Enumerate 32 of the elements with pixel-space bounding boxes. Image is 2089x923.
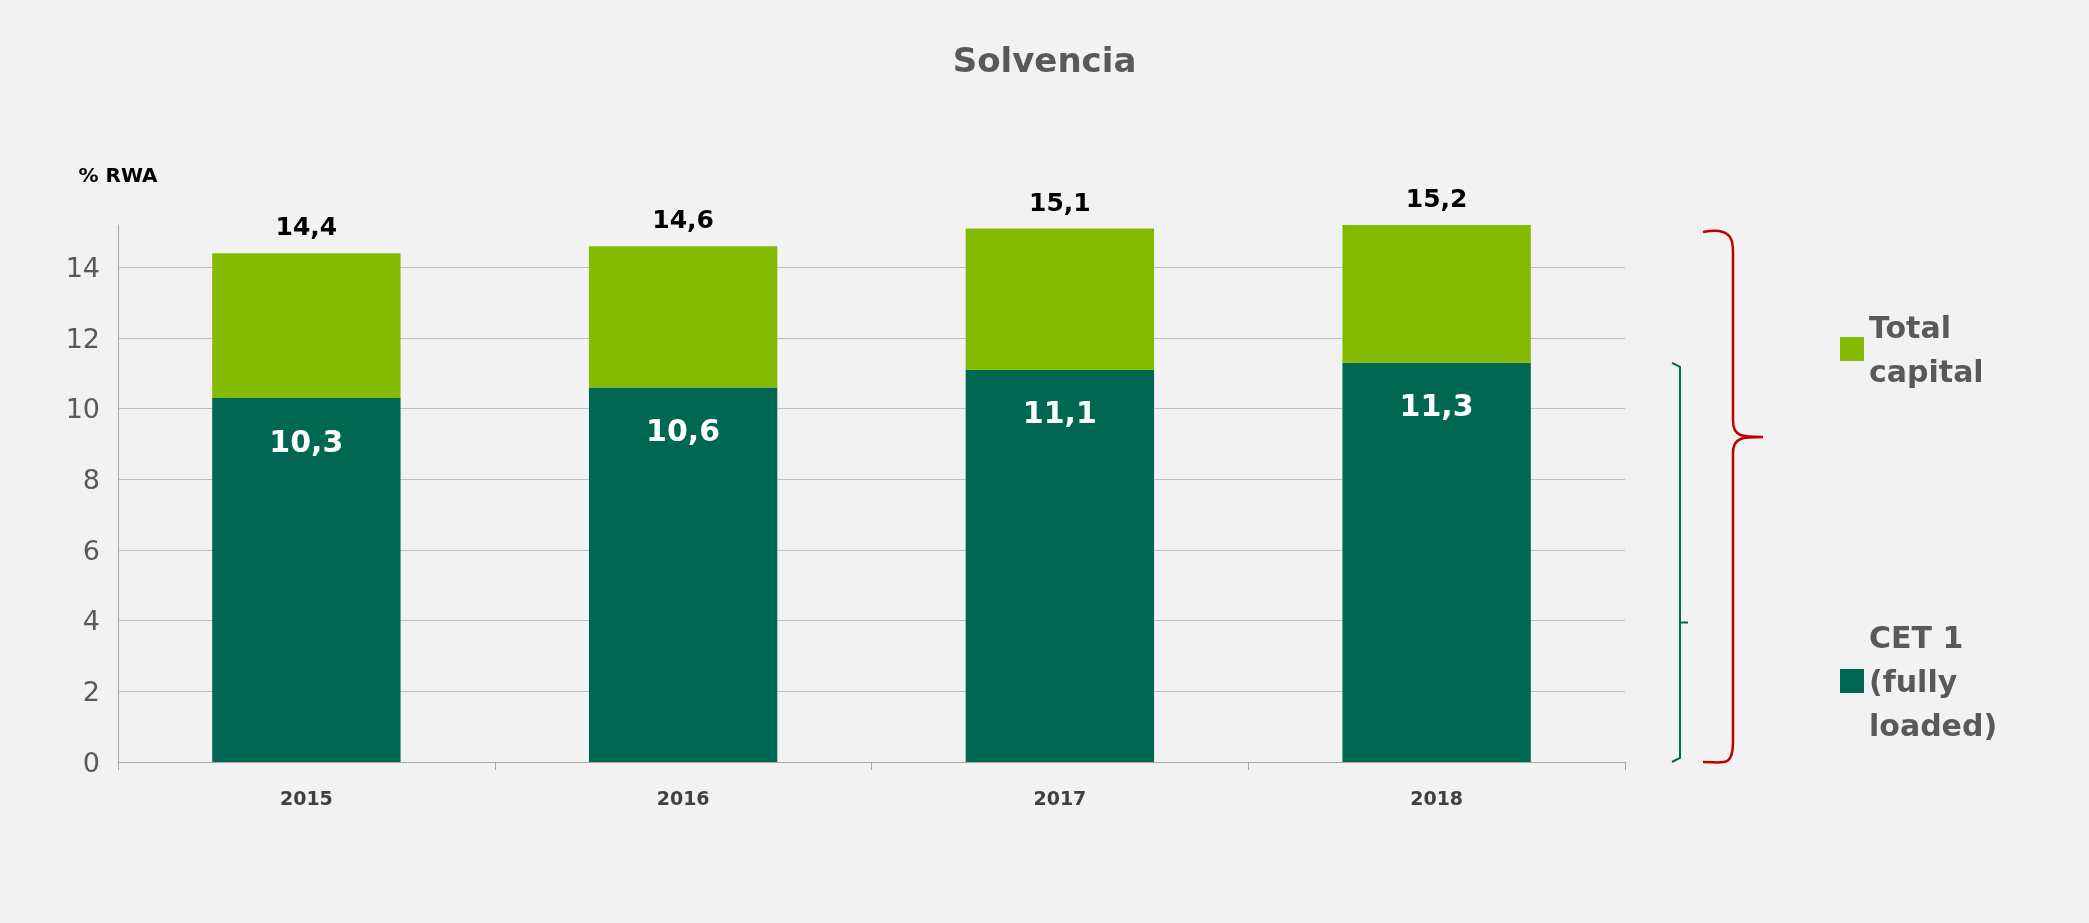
total-label: 14,4 <box>275 212 338 242</box>
bar <box>965 228 1155 370</box>
legend-label: CET 1 (fully loaded) <box>1869 619 1998 743</box>
legend-label: Total capital <box>1869 309 1984 389</box>
y-tick-label: 0 <box>82 746 100 778</box>
data-label: 11,1 <box>1022 395 1097 431</box>
data-label: 10,3 <box>269 423 344 459</box>
x-tick-label: 2018 <box>1410 786 1464 809</box>
y-tick-label: 10 <box>65 393 100 425</box>
y-tick-label: 12 <box>65 322 100 354</box>
y-axis-title: % RWA <box>78 163 159 187</box>
bar <box>588 246 778 388</box>
x-tick-label: 2015 <box>279 786 333 809</box>
bar <box>1342 225 1531 363</box>
y-tick-label: 8 <box>82 463 100 495</box>
bar <box>1342 362 1531 762</box>
total-label: 15,2 <box>1405 184 1468 213</box>
y-tick-label: 6 <box>82 534 100 566</box>
chart-title: Solvencia <box>952 40 1137 80</box>
total-label: 15,1 <box>1029 187 1091 217</box>
y-tick-label: 14 <box>65 251 100 283</box>
data-label: 11,3 <box>1399 388 1474 424</box>
y-tick-label: 2 <box>82 675 100 707</box>
x-tick-label: 2016 <box>656 786 710 809</box>
bar <box>212 398 401 762</box>
total-label: 14,6 <box>652 205 714 235</box>
x-tick-label: 2017 <box>1033 786 1087 809</box>
bar <box>588 387 778 762</box>
y-tick-label: 4 <box>82 605 100 637</box>
bar <box>212 253 401 399</box>
bar <box>965 369 1155 762</box>
data-label: 10,6 <box>646 413 721 449</box>
